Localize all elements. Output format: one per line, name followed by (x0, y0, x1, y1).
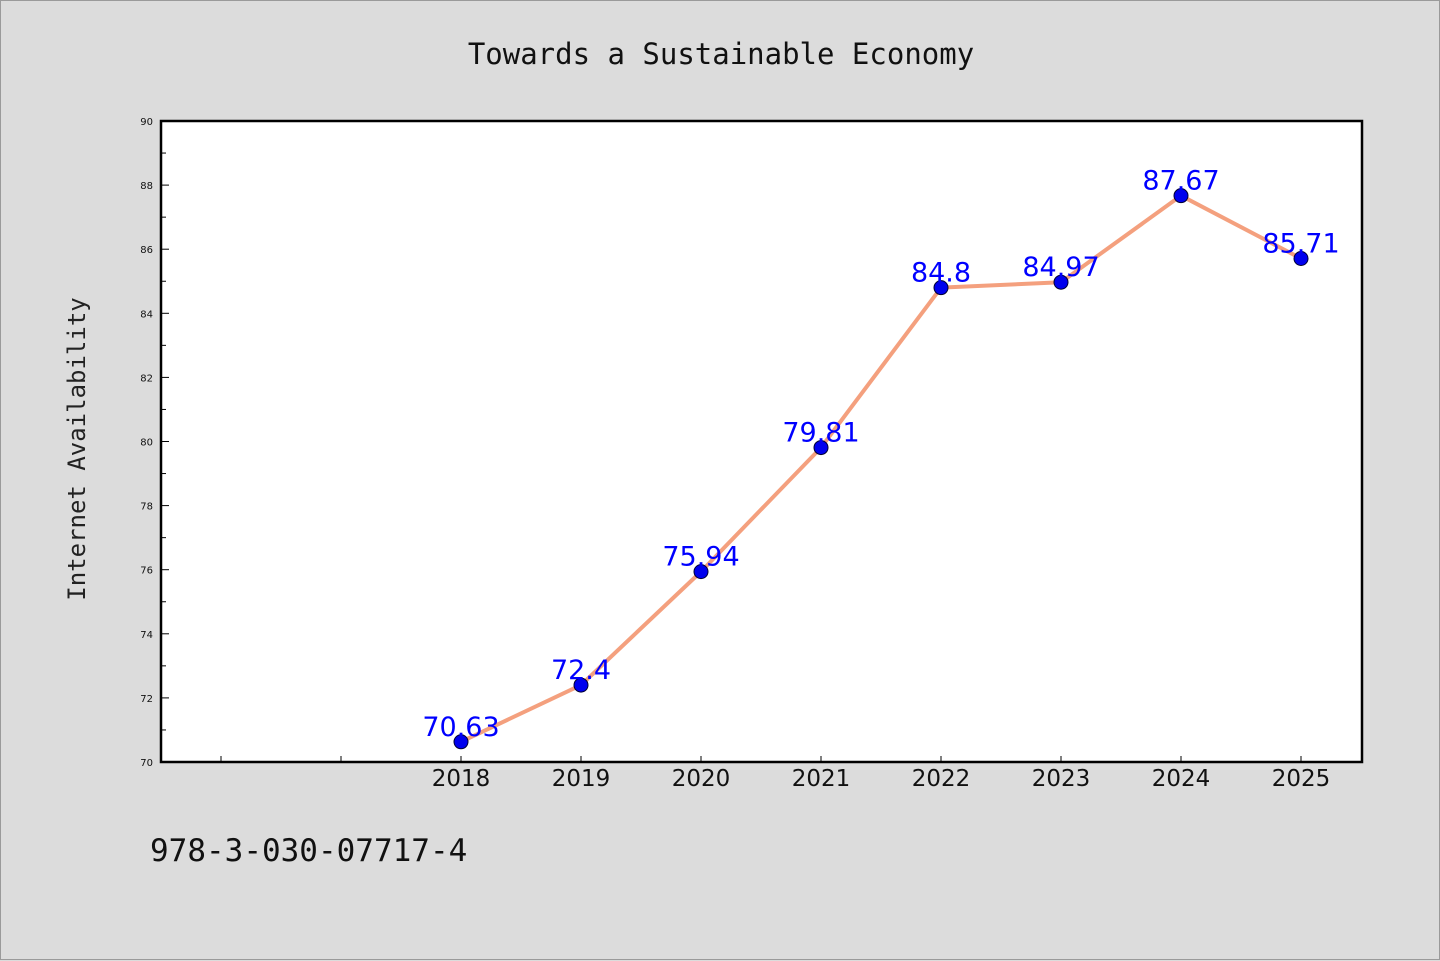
y-tick-label: 84 (140, 309, 153, 320)
data-label: 85.71 (1262, 228, 1339, 259)
data-point (573, 677, 589, 693)
y-tick-label: 80 (140, 438, 153, 449)
x-tick-label: 2024 (1152, 766, 1211, 792)
data-point (813, 440, 829, 456)
y-tick-label: 74 (140, 630, 153, 641)
y-tick-label: 86 (140, 245, 153, 256)
data-label: 70.63 (422, 712, 499, 743)
data-point (693, 564, 709, 580)
chart-title: Towards a Sustainable Economy (468, 37, 974, 71)
x-tick-label: 2022 (912, 766, 971, 792)
y-tick-label: 88 (140, 181, 153, 192)
data-point (933, 280, 949, 296)
y-axis-label: Internet Availability (63, 297, 91, 600)
plot-area (159, 119, 1364, 764)
x-tick-label: 2021 (792, 766, 851, 792)
series-layer: 70.63 72.4 75.94 79.81 84.8 84.97 87.67 85.71 (422, 166, 1340, 750)
y-tick-label: 76 (140, 566, 153, 577)
data-point (1293, 250, 1309, 266)
y-tick-label: 72 (140, 694, 153, 705)
x-tick-label: 2019 (552, 766, 611, 792)
y-tick-label: 90 (140, 117, 153, 128)
footer-code: 978-3-030-07717-4 (150, 833, 468, 869)
y-tick-label: 70 (140, 758, 153, 769)
y-tick-label: 78 (140, 502, 153, 513)
data-label: 75.94 (662, 542, 739, 573)
data-label: 84.8 (911, 258, 971, 289)
x-tick-label: 2020 (672, 766, 731, 792)
data-label: 87.67 (1142, 166, 1219, 197)
axes: 70 72 74 76 78 80 82 84 86 88 90 2018 2019 2020 2021 20… (140, 117, 1330, 792)
x-tick-label: 2025 (1272, 766, 1331, 792)
data-label: 72.4 (551, 655, 611, 686)
data-point (1173, 188, 1189, 204)
data-label: 79.81 (782, 418, 859, 449)
series-line (459, 193, 1303, 744)
y-tick-label: 82 (140, 373, 153, 384)
data-label: 84.97 (1022, 252, 1099, 283)
data-point (453, 734, 469, 750)
x-tick-label: 2023 (1032, 766, 1091, 792)
data-point (1053, 274, 1069, 290)
x-tick-label: 2018 (432, 766, 491, 792)
